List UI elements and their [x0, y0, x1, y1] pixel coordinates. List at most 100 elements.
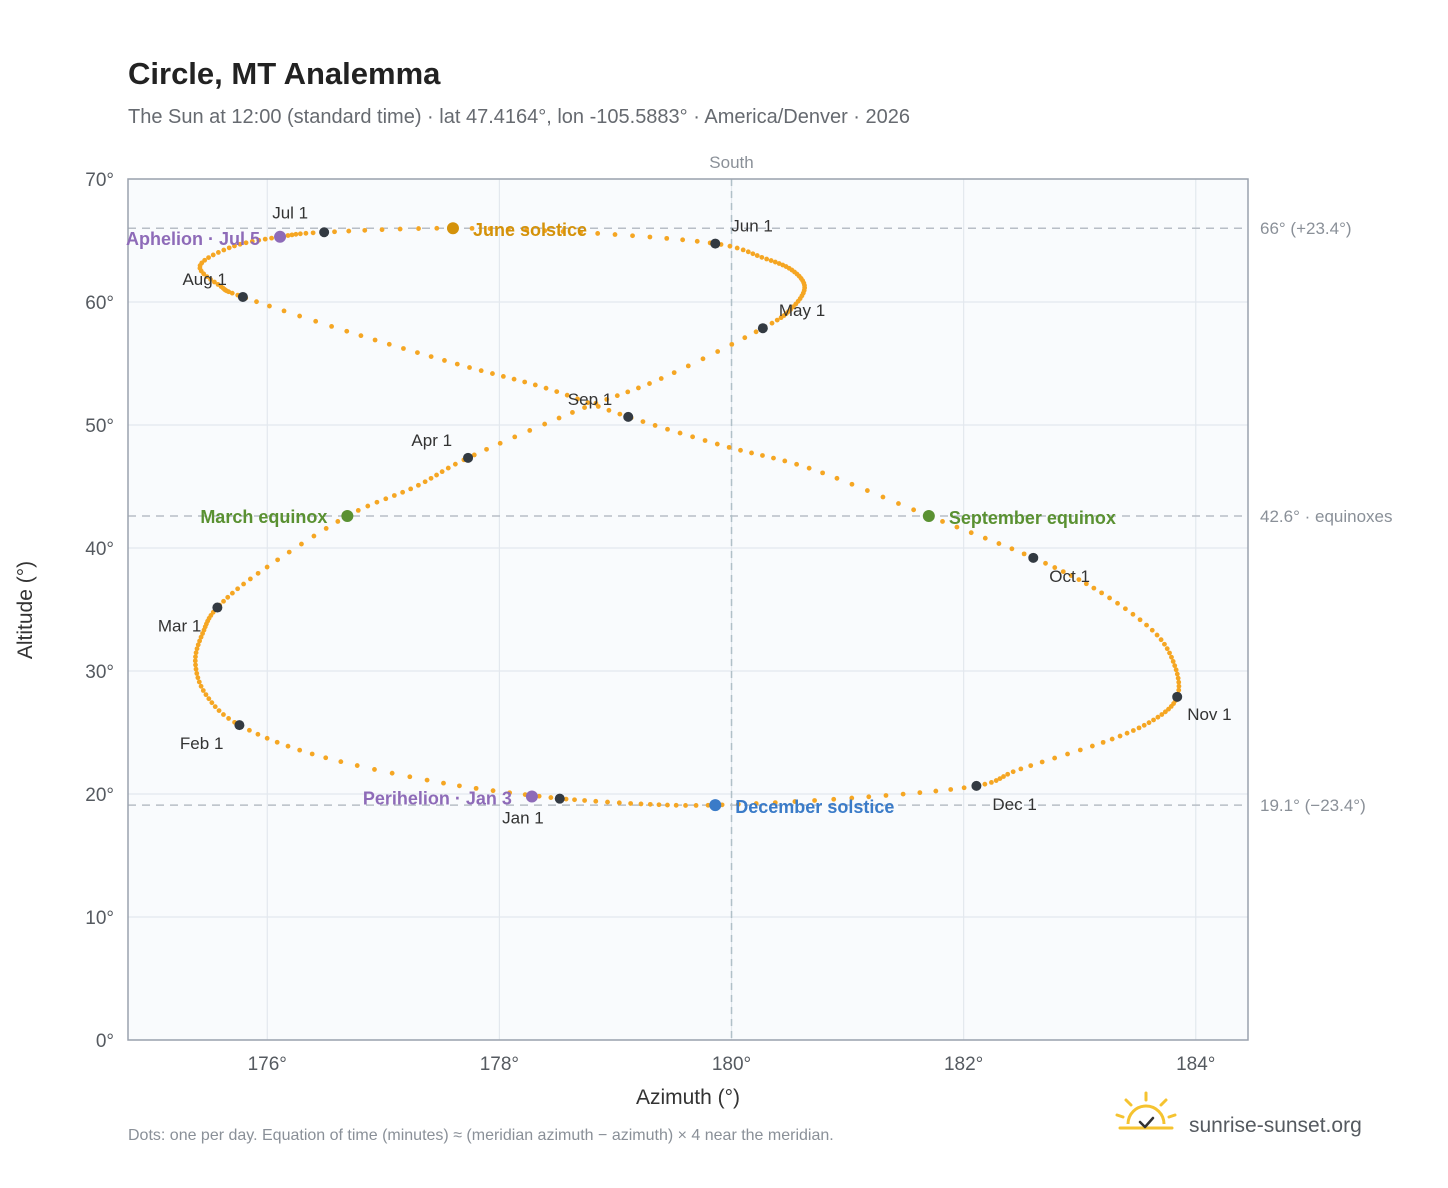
analemma-dot	[196, 679, 202, 685]
analemma-dot	[467, 365, 472, 370]
y-tick-label: 70°	[85, 170, 114, 191]
event-label: March equinox	[200, 507, 327, 527]
analemma-dot	[344, 328, 350, 334]
analemma-dot	[582, 798, 588, 803]
analemma-dot	[215, 250, 221, 255]
x-axis-ticks: 176° 178° 180° 182° 184°	[248, 1054, 1216, 1075]
analemma-dot	[1130, 728, 1136, 733]
analemma-dot	[638, 801, 644, 807]
analemma-dot	[640, 419, 646, 425]
analemma-dot	[556, 415, 562, 421]
chart-subtitle: The Sun at 12:00 (standard time) · lat 4…	[128, 106, 910, 128]
reference-lines: 66° (+23.4°) 42.6° · equinoxes 19.1° (−23.…	[128, 219, 1393, 815]
analemma-dot	[264, 564, 270, 570]
analemma-dot	[768, 258, 774, 263]
analemma-dot	[694, 238, 700, 244]
analemma-dot	[197, 638, 203, 644]
analemma-dot	[673, 802, 679, 808]
analemma-dot	[445, 465, 451, 471]
event-marker	[922, 510, 935, 523]
analemma-dot	[564, 392, 570, 398]
analemma-dot	[1164, 646, 1170, 652]
analemma-dot	[383, 496, 389, 502]
analemma-dot	[1158, 637, 1164, 643]
x-tick-label: 184°	[1176, 1054, 1215, 1075]
analemma-dot	[625, 389, 631, 395]
analemma-dot	[275, 557, 281, 563]
month-marker	[757, 323, 768, 334]
analemma-dot	[1100, 739, 1106, 745]
analemma-dot	[193, 654, 198, 660]
analemma-dot	[911, 507, 917, 513]
analemma-dot	[1005, 771, 1011, 777]
analemma-dot	[630, 233, 635, 239]
analemma-dot	[355, 507, 361, 513]
month-label: Feb 1	[180, 734, 223, 753]
analemma-dot	[204, 274, 210, 280]
month-label: Apr 1	[411, 431, 452, 450]
analemma-dot	[400, 489, 406, 495]
analemma-dot	[354, 763, 360, 768]
analemma-dot	[247, 576, 253, 582]
analemma-dot	[225, 594, 231, 600]
analemma-dot	[195, 642, 201, 648]
analemma-dot	[226, 245, 232, 251]
analemma-dot	[1001, 774, 1006, 779]
analemma-dot	[323, 526, 329, 531]
analemma-dot	[774, 317, 780, 323]
analemma-dot	[424, 777, 430, 783]
analemma-dot	[754, 253, 760, 258]
analemma-dot	[379, 227, 385, 233]
analemma-dot	[749, 450, 754, 456]
analemma-dot	[293, 231, 299, 237]
analemma-dot	[416, 226, 421, 231]
analemma-dot	[982, 535, 988, 541]
analemma-dot	[195, 675, 201, 681]
analemma-dot	[647, 234, 653, 240]
analemma-dot	[652, 423, 658, 428]
analemma-dot	[1141, 722, 1147, 728]
analemma-dot	[543, 385, 549, 391]
analemma-dot	[490, 371, 495, 376]
month-marker	[463, 452, 474, 463]
month-label: Jan 1	[502, 809, 544, 828]
analemma-dot	[734, 245, 740, 251]
analemma-dot	[1107, 595, 1112, 601]
analemma-dot	[232, 243, 237, 249]
analemma-dot	[548, 795, 554, 800]
analemma-dot	[297, 231, 303, 237]
analemma-dot	[729, 341, 735, 347]
month-marker	[237, 291, 248, 302]
month-marker	[710, 238, 721, 249]
analemma-dot	[1176, 687, 1182, 693]
analemma-dot	[285, 743, 291, 749]
month-markers: Jan 1 Feb 1 Mar 1 Apr 1 May 1 Jun 1 Jul 1 Aug 1…	[158, 203, 1232, 827]
analemma-dot	[849, 795, 855, 801]
analemma-dot	[1146, 720, 1152, 726]
analemma-dot	[1170, 659, 1176, 664]
analemma-dot	[310, 230, 316, 236]
analemma-dot	[702, 438, 708, 443]
analemma-dot	[255, 731, 261, 737]
analemma-dot	[221, 712, 226, 717]
analemma-dot	[1137, 617, 1143, 623]
analemma-dot	[1174, 671, 1180, 677]
analemma-dot	[595, 404, 601, 409]
analemma-dot	[996, 541, 1002, 546]
analemma-dot	[864, 488, 870, 493]
month-label: Oct 1	[1049, 567, 1090, 586]
analemma-dot	[896, 501, 901, 506]
analemma-dot	[742, 335, 748, 341]
meridian-line: South	[709, 153, 754, 1040]
x-tick-label: 178°	[480, 1054, 519, 1075]
analemma-dot	[760, 453, 765, 458]
analemma-dot	[299, 541, 304, 547]
analemma-dot	[726, 444, 732, 450]
analemma-dot	[700, 356, 706, 362]
analemma-dot	[407, 774, 413, 780]
analemma-dot	[329, 324, 334, 329]
analemma-dot	[780, 262, 786, 268]
analemma-dot	[677, 430, 683, 436]
analemma-dot	[883, 793, 889, 798]
analemma-dot	[715, 349, 721, 354]
